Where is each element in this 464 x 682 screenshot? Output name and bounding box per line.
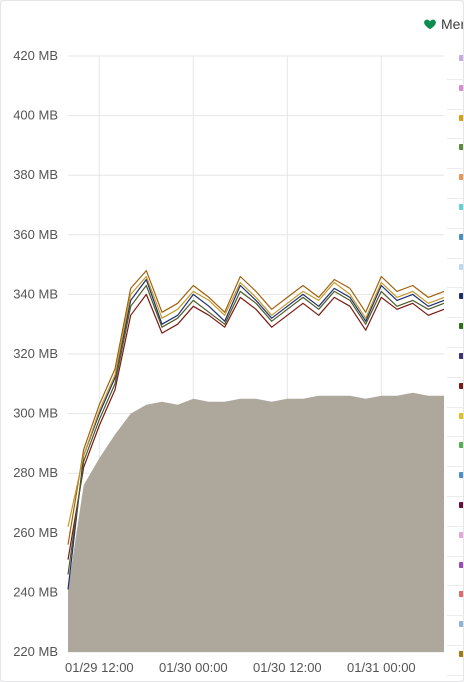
legend-item[interactable] — [447, 616, 463, 646]
x-tick-label: 01/30 12:00 — [253, 660, 322, 675]
series-lines — [67, 270, 445, 590]
legend-swatch — [459, 472, 463, 479]
legend-swatch — [459, 174, 463, 181]
legend-swatch — [459, 293, 463, 300]
x-axis: 01/29 12:00 01/30 00:00 01/30 12:00 01/31 0… — [65, 660, 416, 675]
legend-swatch — [459, 561, 463, 568]
legend-item[interactable] — [447, 50, 463, 80]
series-line — [67, 278, 445, 590]
legend-header[interactable]: Mer — [423, 15, 464, 33]
legend-item[interactable] — [447, 318, 463, 348]
legend-item[interactable] — [447, 557, 463, 587]
y-tick-label: 320 MB — [13, 346, 58, 361]
legend-swatch — [459, 144, 463, 151]
legend-swatch — [459, 55, 463, 61]
legend-swatch — [459, 591, 463, 598]
legend-swatch — [459, 412, 463, 419]
area-fill — [68, 392, 444, 652]
legend-item[interactable] — [447, 646, 463, 676]
legend-swatch — [459, 323, 463, 330]
legend-swatch — [459, 84, 463, 91]
legend-swatch — [459, 650, 463, 657]
legend-item[interactable] — [447, 80, 463, 110]
legend-swatch — [459, 114, 463, 121]
x-tick-label: 01/31 00:00 — [347, 660, 416, 675]
legend-item[interactable] — [447, 467, 463, 497]
legend-list — [447, 50, 463, 681]
y-tick-label: 280 MB — [13, 465, 58, 480]
legend-swatch — [459, 203, 463, 210]
legend-swatch — [459, 352, 463, 359]
legend-swatch — [459, 382, 463, 389]
y-tick-label: 240 MB — [13, 584, 58, 599]
y-tick-label: 420 MB — [13, 48, 58, 63]
legend-title: Mer — [441, 16, 464, 32]
legend-swatch — [459, 501, 463, 508]
legend-item[interactable] — [447, 408, 463, 438]
legend-swatch — [459, 442, 463, 449]
y-tick-label: 360 MB — [13, 227, 58, 242]
legend-item[interactable] — [447, 437, 463, 468]
legend-swatch — [459, 680, 463, 681]
y-tick-label: 260 MB — [13, 525, 58, 540]
series-line — [67, 270, 445, 545]
y-tick-label: 220 MB — [13, 644, 58, 659]
legend-item[interactable] — [447, 110, 463, 140]
legend-item[interactable] — [447, 288, 463, 319]
heart-icon — [424, 19, 436, 30]
legend-item[interactable] — [447, 259, 463, 289]
legend-item[interactable] — [447, 497, 463, 527]
y-tick-label: 340 MB — [13, 286, 58, 301]
legend-item[interactable] — [447, 139, 463, 170]
series-line — [67, 293, 445, 560]
legend-swatch — [459, 263, 463, 270]
legend-item[interactable] — [447, 229, 463, 259]
legend-item[interactable] — [447, 586, 463, 617]
legend-item[interactable] — [447, 169, 463, 199]
series-line — [67, 275, 445, 527]
series-line — [67, 284, 445, 575]
legend-item[interactable] — [447, 199, 463, 229]
y-tick-label: 380 MB — [13, 167, 58, 182]
legend-item[interactable] — [447, 348, 463, 378]
y-tick-label: 400 MB — [13, 108, 58, 123]
y-tick-label: 300 MB — [13, 406, 58, 421]
legend-swatch — [459, 233, 463, 240]
legend-swatch — [459, 531, 463, 538]
x-tick-label: 01/30 00:00 — [159, 660, 228, 675]
legend-item[interactable] — [447, 676, 463, 681]
legend-item[interactable] — [447, 378, 463, 408]
legend-swatch — [459, 621, 463, 628]
memory-area — [68, 392, 444, 652]
legend-item[interactable] — [447, 527, 463, 557]
y-axis: 220 MB 240 MB 260 MB 280 MB 300 MB 320 MB 340 … — [13, 48, 58, 659]
x-tick-label: 01/29 12:00 — [65, 660, 134, 675]
